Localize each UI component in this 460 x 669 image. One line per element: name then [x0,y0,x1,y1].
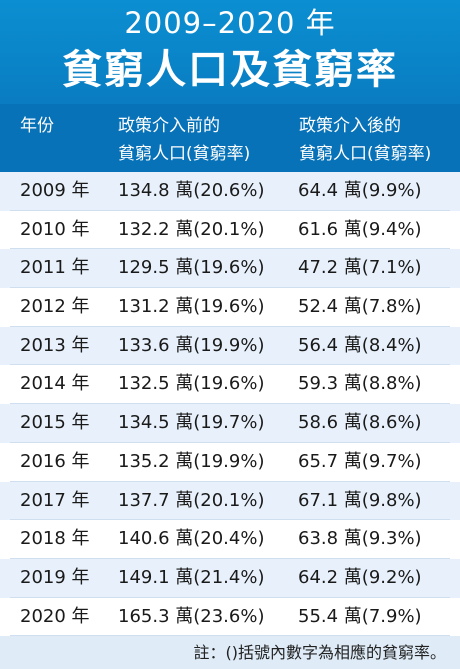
table-row: 2015 年 134.5 萬(19.7%) 58.6 萬(8.6%) [0,404,460,443]
cell-before: 140.6 萬(20.4%) [118,528,265,550]
cell-after: 64.4 萬(9.9%) [298,180,422,201]
cell-after: 55.4 萬(7.9%) [298,605,422,627]
table-row: 2009 年 134.8 萬(20.6%) 64.4 萬(9.9%) [0,172,460,211]
cell-year: 2016 年 [20,450,90,472]
cell-before: 137.7 萬(20.1%) [118,489,265,511]
subtitle: 2009–2020 年 [124,6,336,40]
cell-before: 135.2 萬(19.9%) [118,450,265,472]
table-row: 2011 年 129.5 萬(19.6%) 47.2 萬(7.1%) [0,249,460,289]
cell-year: 2014 年 [20,373,90,395]
table-body: 2009 年 134.8 萬(20.6%) 64.4 萬(9.9%) 2010 … [0,172,460,637]
table-row: 2012 年 131.2 萬(19.6%) 52.4 萬(7.8%) [0,288,460,327]
title-banner: 2009–2020 年 貧窮人口及貧窮率 [0,0,460,104]
cell-after: 65.7 萬(9.7%) [298,450,422,472]
table-row: 2017 年 137.7 萬(20.1%) 67.1 萬(9.8%) [0,481,460,521]
cell-year: 2015 年 [20,412,90,434]
cell-before: 132.5 萬(19.6%) [118,373,265,395]
cell-after: 52.4 萬(7.8%) [298,296,422,318]
page-title: 貧窮人口及貧窮率 [62,47,398,93]
cell-after: 61.6 萬(9.4%) [298,218,422,240]
cell-after: 64.2 萬(9.2%) [298,566,422,588]
cell-before: 132.2 萬(20.1%) [118,218,265,240]
footnote-text: 註：()括號內數字為相應的貧窮率。 [193,643,447,662]
cell-after: 59.3 萬(8.8%) [298,373,422,395]
cell-after: 67.1 萬(9.8%) [298,489,422,511]
cell-before: 134.8 萬(20.6%) [118,180,265,201]
cell-year: 2012 年 [20,296,90,318]
footnote: 註：()括號內數字為相應的貧窮率。 [0,636,460,669]
table-row: 2019 年 149.1 萬(21.4%) 64.2 萬(9.2%) [0,558,460,598]
cell-after: 47.2 萬(7.1%) [298,257,422,279]
cell-before: 149.1 萬(21.4%) [118,566,265,588]
cell-year: 2020 年 [20,605,90,627]
table-row: 2013 年 133.6 萬(19.9%) 56.4 萬(8.4%) [0,326,460,366]
cell-before: 133.6 萬(19.9%) [118,334,265,356]
cell-year: 2011 年 [20,257,90,279]
cell-before: 134.5 萬(19.7%) [118,412,265,434]
cell-year: 2017 年 [20,489,90,511]
cell-before: 129.5 萬(19.6%) [118,257,265,279]
column-header-before: 政策介入前的 貧窮人口(貧窮率) [118,116,251,164]
cell-year: 2009 年 [20,180,90,201]
cell-year: 2013 年 [20,334,90,356]
cell-before: 165.3 萬(23.6%) [118,605,265,627]
cell-after: 58.6 萬(8.6%) [298,412,422,434]
table-row: 2014 年 132.5 萬(19.6%) 59.3 萬(8.8%) [0,365,460,405]
table-row: 2016 年 135.2 萬(19.9%) 65.7 萬(9.7%) [0,442,460,482]
cell-after: 56.4 萬(8.4%) [298,334,422,356]
column-header-year: 年份 [20,116,54,136]
column-header-after: 政策介入後的 貧窮人口(貧窮率) [299,116,432,164]
cell-year: 2010 年 [20,218,90,240]
table-header: 年份 政策介入前的 貧窮人口(貧窮率) 政策介入後的 貧窮人口(貧窮率) [0,104,460,172]
table-row: 2020 年 165.3 萬(23.6%) 55.4 萬(7.9%) [0,597,460,637]
cell-year: 2019 年 [20,566,90,588]
cell-after: 63.8 萬(9.3%) [298,528,422,550]
cell-year: 2018 年 [20,528,90,550]
table-row: 2018 年 140.6 萬(20.4%) 63.8 萬(9.3%) [0,520,460,559]
table-row: 2010 年 132.2 萬(20.1%) 61.6 萬(9.4%) [0,210,460,250]
cell-before: 131.2 萬(19.6%) [118,296,265,318]
